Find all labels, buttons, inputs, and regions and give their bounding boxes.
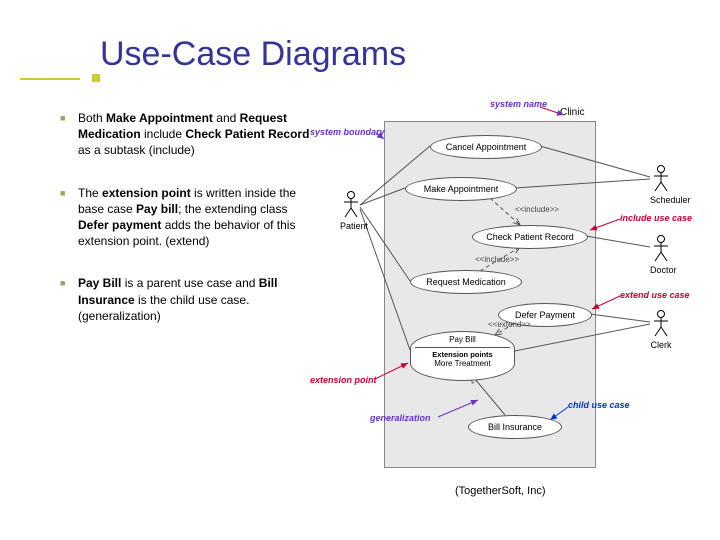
bullet-item: Pay Bill is a parent use case and Bill I… [60,275,310,324]
accent-dot [92,74,100,82]
annotation-system_boundary: system boundary [310,127,385,137]
annotation-extension_pt: extension point [310,375,377,385]
usecase-request: Request Medication [410,270,522,294]
accent-line [20,78,80,80]
usecase-paybill: Pay BillExtension pointsMore Treatment [410,331,515,381]
actor-patient: Patient [340,191,362,231]
actor-clerk: Clerk [650,310,672,350]
annotation-child_uc: child use case [568,400,630,410]
system-label: Clinic [560,107,584,118]
annotation-generalization: generalization [370,413,431,423]
usecase-check: Check Patient Record [472,225,588,249]
bullet-list: Both Make Appointment and Request Medica… [60,110,310,350]
page-title: Use-Case Diagrams [100,35,406,74]
stereotype-include2: <<include>> [475,255,519,264]
usecase-make: Make Appointment [405,177,517,201]
usecase-billins: Bill Insurance [468,415,562,439]
actor-scheduler: Scheduler [650,165,672,205]
usecase-cancel: Cancel Appointment [430,135,542,159]
annotation-extend_uc: extend use case [620,290,690,300]
annotation-include_uc: include use case [620,213,692,223]
annotation-system_name: system name [490,99,547,109]
stereotype-include1: <<include>> [515,205,559,214]
actor-doctor: Doctor [650,235,672,275]
diagram-credit: (TogetherSoft, Inc) [455,485,546,497]
usecase-diagram: Clinic [320,95,700,475]
bullet-item: The extension point is written inside th… [60,185,310,250]
stereotype-extend: <<extend>> [488,320,531,329]
bullet-item: Both Make Appointment and Request Medica… [60,110,310,159]
